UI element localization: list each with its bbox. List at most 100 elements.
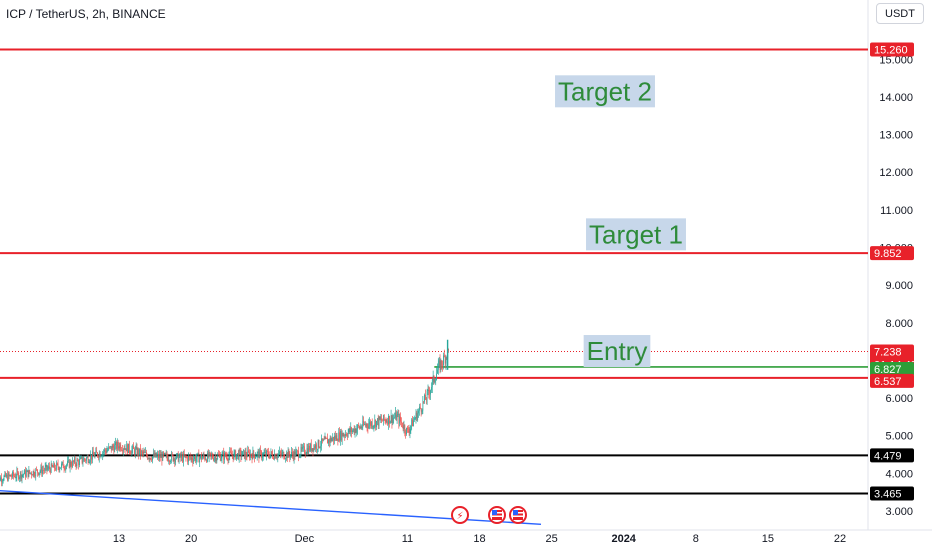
candle-body: [268, 452, 269, 456]
candle-body: [277, 454, 279, 458]
candle-body: [423, 401, 425, 403]
y-tick-label: 3.000: [885, 506, 913, 518]
candle-body: [421, 410, 423, 412]
candle-body: [389, 415, 390, 424]
candle-body: [250, 454, 252, 456]
candle-body: [154, 452, 156, 457]
candle-body: [156, 455, 158, 457]
candle-body: [346, 435, 348, 437]
candle-body: [120, 444, 122, 450]
candle-body: [143, 451, 145, 454]
candle-body: [439, 360, 441, 370]
candle-body: [379, 416, 381, 420]
candle-body: [201, 455, 202, 460]
candle-body: [100, 455, 102, 457]
candle-body: [90, 455, 92, 461]
candle-body: [116, 441, 117, 449]
candle-body: [157, 454, 158, 456]
candle-body: [315, 444, 316, 449]
candle-body: [292, 454, 294, 460]
candle-body: [21, 474, 23, 479]
annotation-target-1[interactable]: Target 1: [586, 218, 686, 251]
candle-body: [159, 454, 161, 458]
candle-body: [164, 453, 165, 455]
candle-body: [391, 415, 393, 424]
candle-body: [322, 439, 324, 441]
candle-body: [430, 390, 431, 395]
candle-body: [111, 445, 113, 451]
candle-body: [37, 469, 38, 473]
candle-body: [337, 440, 339, 442]
candle-body: [190, 457, 192, 459]
x-tick-label: 2024: [611, 533, 636, 545]
candle-body: [362, 420, 364, 428]
candle-body: [15, 477, 17, 479]
candle-body: [209, 452, 211, 454]
candle-body: [87, 456, 89, 463]
candle-body: [377, 418, 379, 426]
candle-body: [318, 440, 320, 448]
candle-body: [79, 459, 80, 466]
candle-body: [316, 449, 318, 450]
candle-body: [293, 451, 295, 460]
bolt-icon: ⚡: [456, 511, 463, 522]
candle-body: [8, 473, 10, 476]
candle-body: [404, 425, 406, 432]
candle-body: [43, 470, 45, 472]
candle-body: [151, 459, 152, 461]
candle-body: [233, 452, 235, 460]
candle-body: [167, 457, 169, 462]
currency-button[interactable]: USDT: [876, 3, 924, 24]
candle-body: [381, 418, 382, 421]
candle-body: [49, 469, 51, 473]
candle-body: [37, 472, 39, 475]
candle-body: [301, 447, 303, 449]
candle-body: [165, 453, 167, 455]
candle-body: [289, 454, 291, 458]
candle-body: [443, 355, 444, 365]
candle-body: [435, 379, 437, 381]
price-axis-label: 6.537: [874, 376, 902, 388]
candle-body: [33, 471, 35, 476]
candle-body: [210, 453, 212, 456]
candle-body: [177, 453, 178, 455]
candle-body: [305, 453, 307, 455]
candle-body: [444, 356, 446, 364]
candle-body: [373, 425, 375, 427]
annotation-entry[interactable]: Entry: [583, 335, 651, 368]
candle-body: [382, 420, 383, 422]
candle-body: [27, 470, 29, 477]
x-tick-label: Dec: [295, 533, 315, 545]
candle-body: [206, 459, 207, 462]
candle-body: [73, 460, 74, 463]
candle-body: [43, 470, 44, 471]
candle-body: [345, 434, 346, 436]
candle-body: [334, 436, 336, 440]
candle-body: [152, 456, 153, 461]
candle-body: [169, 460, 170, 462]
price-axis-label: 15.260: [874, 45, 908, 57]
candle-body: [298, 456, 300, 458]
candle-body: [106, 450, 108, 453]
candle-body: [42, 470, 43, 474]
annotation-target-2[interactable]: Target 2: [555, 75, 655, 108]
candle-body: [334, 436, 335, 441]
candle-body: [297, 450, 298, 452]
candle-body: [394, 417, 395, 419]
candle-body: [59, 468, 61, 471]
candle-body: [385, 419, 387, 423]
x-tick-label: 13: [113, 533, 125, 545]
candle-body: [94, 453, 96, 458]
candle-body: [38, 472, 40, 475]
candle-body: [129, 451, 131, 453]
candle-body: [144, 451, 146, 453]
candle-body: [75, 464, 77, 466]
candle-body: [25, 471, 27, 477]
candle-body: [340, 431, 342, 441]
candle-body: [116, 441, 118, 449]
candle-body: [215, 456, 217, 462]
candle-body: [95, 450, 97, 454]
candle-body: [352, 430, 353, 433]
candle-body: [375, 420, 376, 428]
